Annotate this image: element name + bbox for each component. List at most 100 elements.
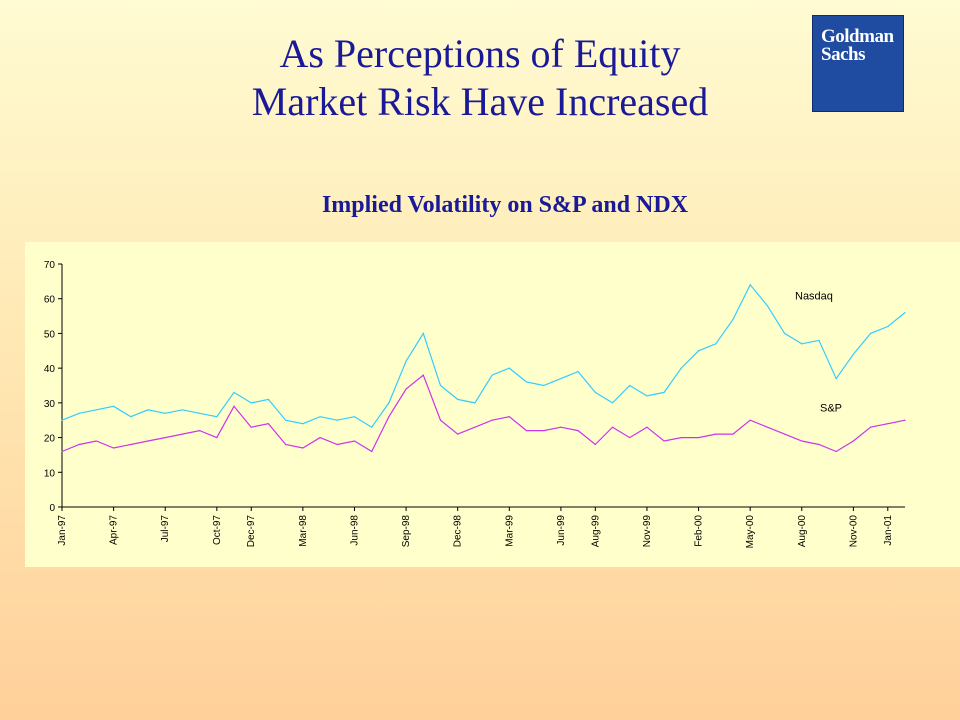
y-tick-label: 30 — [44, 399, 56, 410]
data-point-s-p — [697, 436, 700, 439]
data-point-nasdaq — [646, 395, 648, 397]
data-point-s-p — [267, 423, 270, 425]
data-point-s-p — [199, 430, 201, 432]
data-point-nasdaq — [783, 332, 786, 335]
data-point-s-p — [61, 450, 63, 453]
data-point-s-p — [801, 440, 803, 442]
series-label-sp: S&P — [820, 403, 842, 415]
data-point-nasdaq — [663, 391, 665, 394]
data-point-s-p — [147, 440, 149, 442]
data-point-nasdaq — [285, 419, 287, 421]
data-point-s-p — [835, 450, 837, 453]
data-point-s-p — [216, 436, 218, 439]
data-point-nasdaq — [904, 312, 906, 314]
x-tick-label: Jul-97 — [160, 515, 171, 543]
data-point-s-p — [543, 430, 545, 432]
data-point-s-p — [319, 436, 321, 439]
data-point-nasdaq — [869, 332, 872, 335]
x-tick-label: Nov-99 — [642, 515, 653, 548]
chart-title: Implied Volatility on S&P and NDX — [321, 192, 689, 218]
data-point-nasdaq — [61, 419, 63, 421]
data-point-nasdaq — [577, 371, 579, 373]
data-point-s-p — [560, 426, 562, 428]
x-tick-label: Jun-98 — [349, 515, 360, 546]
data-point-nasdaq — [371, 426, 373, 428]
data-point-nasdaq — [405, 360, 407, 362]
data-point-s-p — [491, 419, 493, 421]
data-point-nasdaq — [629, 384, 631, 387]
data-point-nasdaq — [353, 416, 356, 418]
goldman-sachs-logo: Goldman Sachs — [812, 15, 904, 112]
data-point-nasdaq — [267, 398, 270, 400]
data-point-s-p — [594, 443, 596, 446]
data-point-nasdaq — [78, 412, 80, 414]
data-point-s-p — [783, 433, 786, 435]
logo-line2: Sachs — [821, 44, 865, 65]
data-point-s-p — [525, 430, 528, 432]
x-tick-label: Jan-01 — [883, 515, 894, 546]
x-tick-label: Nov-00 — [848, 515, 859, 548]
data-point-s-p — [904, 419, 906, 421]
data-point-s-p — [611, 426, 614, 428]
data-point-s-p — [353, 440, 356, 442]
y-tick-label: 20 — [44, 434, 56, 445]
data-point-nasdaq — [594, 391, 596, 394]
data-point-s-p — [233, 405, 235, 407]
data-point-s-p — [405, 388, 407, 390]
volatility-line-chart: 0 10 20 30 40 50 60 70 Jan-97 Apr-97 Jul-97 Oct-97 D… — [44, 260, 906, 548]
data-point-nasdaq — [697, 350, 700, 352]
data-point-s-p — [95, 440, 98, 442]
y-tick-label: 50 — [44, 329, 56, 340]
data-point-nasdaq — [835, 377, 837, 380]
data-point-nasdaq — [543, 384, 545, 387]
y-tick-label: 10 — [44, 468, 56, 479]
data-point-s-p — [336, 443, 338, 446]
x-tick-label: Mar-98 — [298, 515, 309, 547]
data-point-s-p — [766, 426, 768, 428]
data-point-nasdaq — [508, 367, 510, 369]
data-point-s-p — [78, 443, 80, 446]
data-point-nasdaq — [216, 416, 218, 418]
data-point-s-p — [474, 426, 476, 428]
data-point-nasdaq — [130, 416, 132, 418]
data-point-nasdaq — [766, 305, 768, 307]
data-point-nasdaq — [801, 343, 803, 345]
data-point-nasdaq — [439, 384, 442, 387]
data-point-nasdaq — [95, 409, 98, 411]
data-point-s-p — [439, 419, 442, 421]
data-point-nasdaq — [732, 318, 734, 321]
data-point-nasdaq — [749, 284, 751, 286]
data-point-s-p — [646, 426, 648, 428]
data-point-s-p — [285, 443, 287, 446]
data-point-nasdaq — [250, 402, 252, 404]
slide-title-line1: As Perceptions of Equity — [279, 31, 681, 76]
x-tick-label: Sep-98 — [401, 515, 412, 548]
y-tick-label: 70 — [44, 260, 56, 271]
data-point-nasdaq — [113, 405, 115, 407]
data-point-nasdaq — [233, 391, 235, 394]
data-point-s-p — [577, 430, 579, 432]
x-tick-label: Dec-98 — [453, 515, 464, 548]
data-point-nasdaq — [887, 325, 889, 328]
data-point-nasdaq — [302, 423, 304, 425]
data-point-nasdaq — [199, 412, 201, 414]
x-tick-label: Jun-99 — [556, 515, 567, 546]
data-point-s-p — [250, 426, 252, 428]
data-point-nasdaq — [164, 412, 166, 414]
x-tick-label: Aug-00 — [797, 515, 808, 548]
data-point-s-p — [629, 436, 631, 439]
x-tick-label: Apr-97 — [109, 515, 120, 545]
data-point-s-p — [749, 419, 751, 421]
data-point-s-p — [869, 426, 872, 428]
data-point-s-p — [181, 433, 184, 435]
data-point-s-p — [164, 436, 166, 439]
slide-title: As Perceptions of Equity Market Risk Hav… — [170, 30, 790, 126]
data-point-nasdaq — [457, 398, 459, 400]
y-tick-label: 0 — [49, 503, 55, 514]
data-point-nasdaq — [611, 402, 614, 404]
data-point-nasdaq — [818, 339, 820, 341]
x-tick-label: Oct-97 — [212, 515, 223, 545]
data-point-nasdaq — [491, 374, 493, 376]
data-point-s-p — [732, 433, 734, 435]
data-point-s-p — [680, 436, 682, 439]
